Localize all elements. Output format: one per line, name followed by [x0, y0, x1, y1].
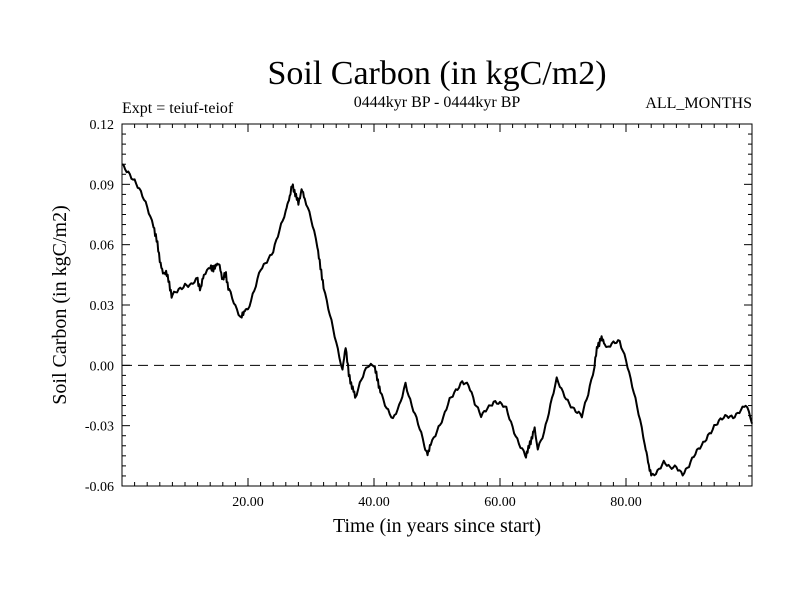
x-tick-label: 40.00 [358, 495, 390, 510]
x-tick-label: 60.00 [484, 495, 516, 510]
series-layer [121, 163, 753, 477]
x-tick-label: 80.00 [610, 495, 642, 510]
plot-frame [121, 123, 753, 487]
period-label: 0444kyr BP - 0444kyr BP [354, 94, 521, 111]
tick-labels: 20.00 40.00 60.00 80.00 -0.06 -0.03 0.00 0.03 0.… [85, 118, 642, 510]
experiment-label: Expt = teiuf-teiof [122, 100, 234, 117]
y-axis-label: Soil Carbon (in kgC/m2) [49, 205, 71, 404]
y-tick-label: 0.09 [90, 178, 115, 193]
series-line-soil-carbon [121, 163, 753, 477]
x-axis-label: Time (in years since start) [333, 515, 541, 537]
y-tick-label: 0.00 [90, 359, 115, 374]
y-tick-label: -0.03 [85, 420, 114, 435]
axis-ticks [122, 124, 752, 486]
y-tick-label: -0.06 [85, 480, 114, 495]
months-label: ALL_MONTHS [645, 95, 752, 112]
y-tick-label: 0.12 [90, 118, 115, 133]
x-tick-label: 20.00 [232, 495, 264, 510]
y-tick-label: 0.06 [90, 239, 115, 254]
y-tick-label: 0.03 [90, 299, 115, 314]
chart-title: Soil Carbon (in kgC/m2) [267, 55, 606, 92]
